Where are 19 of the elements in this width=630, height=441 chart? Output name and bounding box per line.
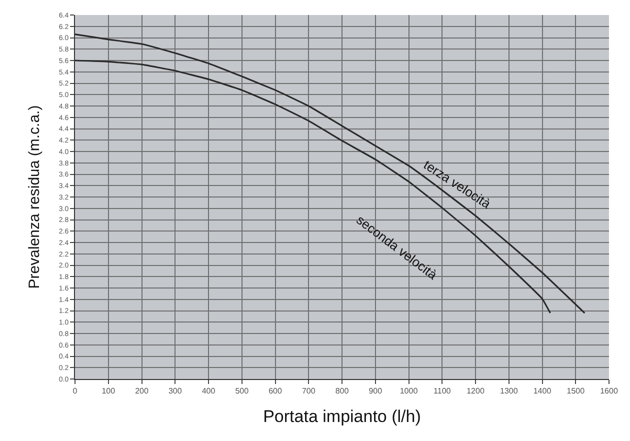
x-tick-label: 300 [168, 386, 182, 396]
x-tick-label: 500 [235, 386, 250, 396]
x-tick-label: 800 [335, 386, 350, 396]
x-tick-label: 1100 [434, 386, 452, 396]
x-tick-label: 700 [302, 386, 316, 396]
x-axis-title: Portata impianto (l/h) [263, 407, 421, 426]
x-tick-label: 1300 [500, 386, 518, 396]
x-tick-label: 1000 [400, 386, 418, 396]
x-tick-label: 600 [268, 386, 282, 396]
x-tick-label: 1600 [600, 386, 618, 396]
y-axis-title: Prevalenza residua (m.c.a.) [26, 105, 44, 289]
x-tick-label: 200 [135, 386, 149, 396]
x-tick-label: 1200 [466, 386, 485, 396]
x-tick-label: 100 [102, 386, 116, 396]
x-tick-label: 900 [368, 386, 383, 396]
x-tick-label: 400 [202, 386, 216, 396]
x-tick-label: 1400 [533, 386, 552, 396]
x-tick-label: 0 [72, 386, 78, 396]
x-tick-label: 1500 [566, 386, 586, 396]
